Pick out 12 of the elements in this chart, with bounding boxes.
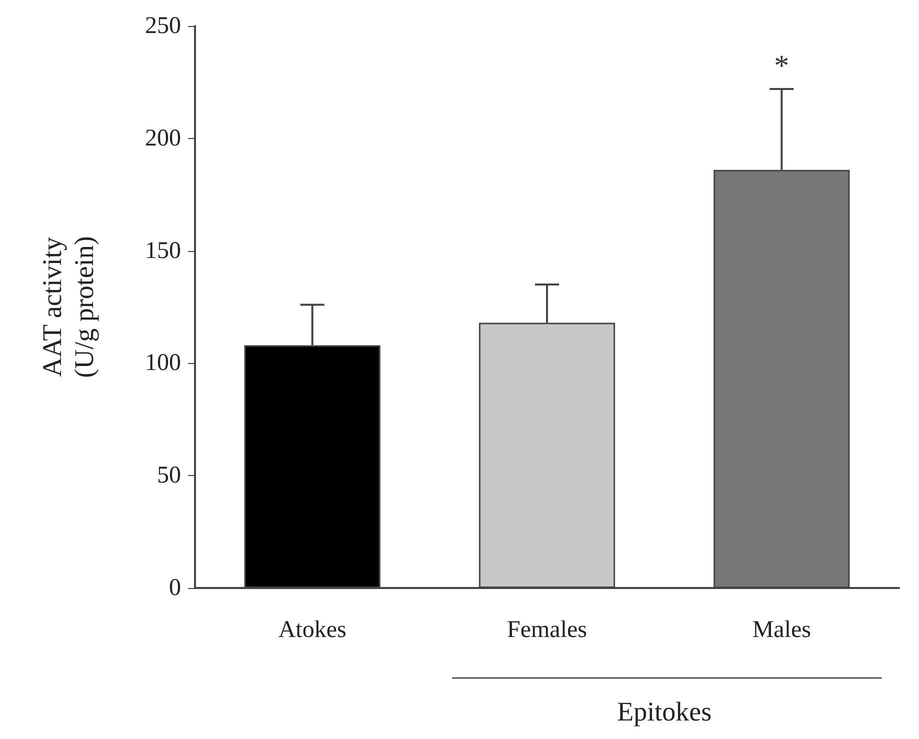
x-tick-label: Males (752, 617, 811, 643)
y-axis-title: AAT activity (U/g protein) (37, 236, 99, 378)
text: Epitokes (617, 696, 712, 726)
annotation: * (774, 49, 790, 82)
x-tick-label: Females (507, 617, 587, 643)
y-tick-label: 250 (145, 13, 181, 39)
y-tick-label: 100 (145, 350, 181, 376)
y-tick-label: 50 (157, 462, 181, 489)
y-tick-label: 150 (145, 238, 181, 264)
y-tick-label: 0 (169, 575, 181, 601)
x-tick-label: Atokes (278, 617, 346, 643)
y-tick-label: 200 (145, 125, 181, 152)
